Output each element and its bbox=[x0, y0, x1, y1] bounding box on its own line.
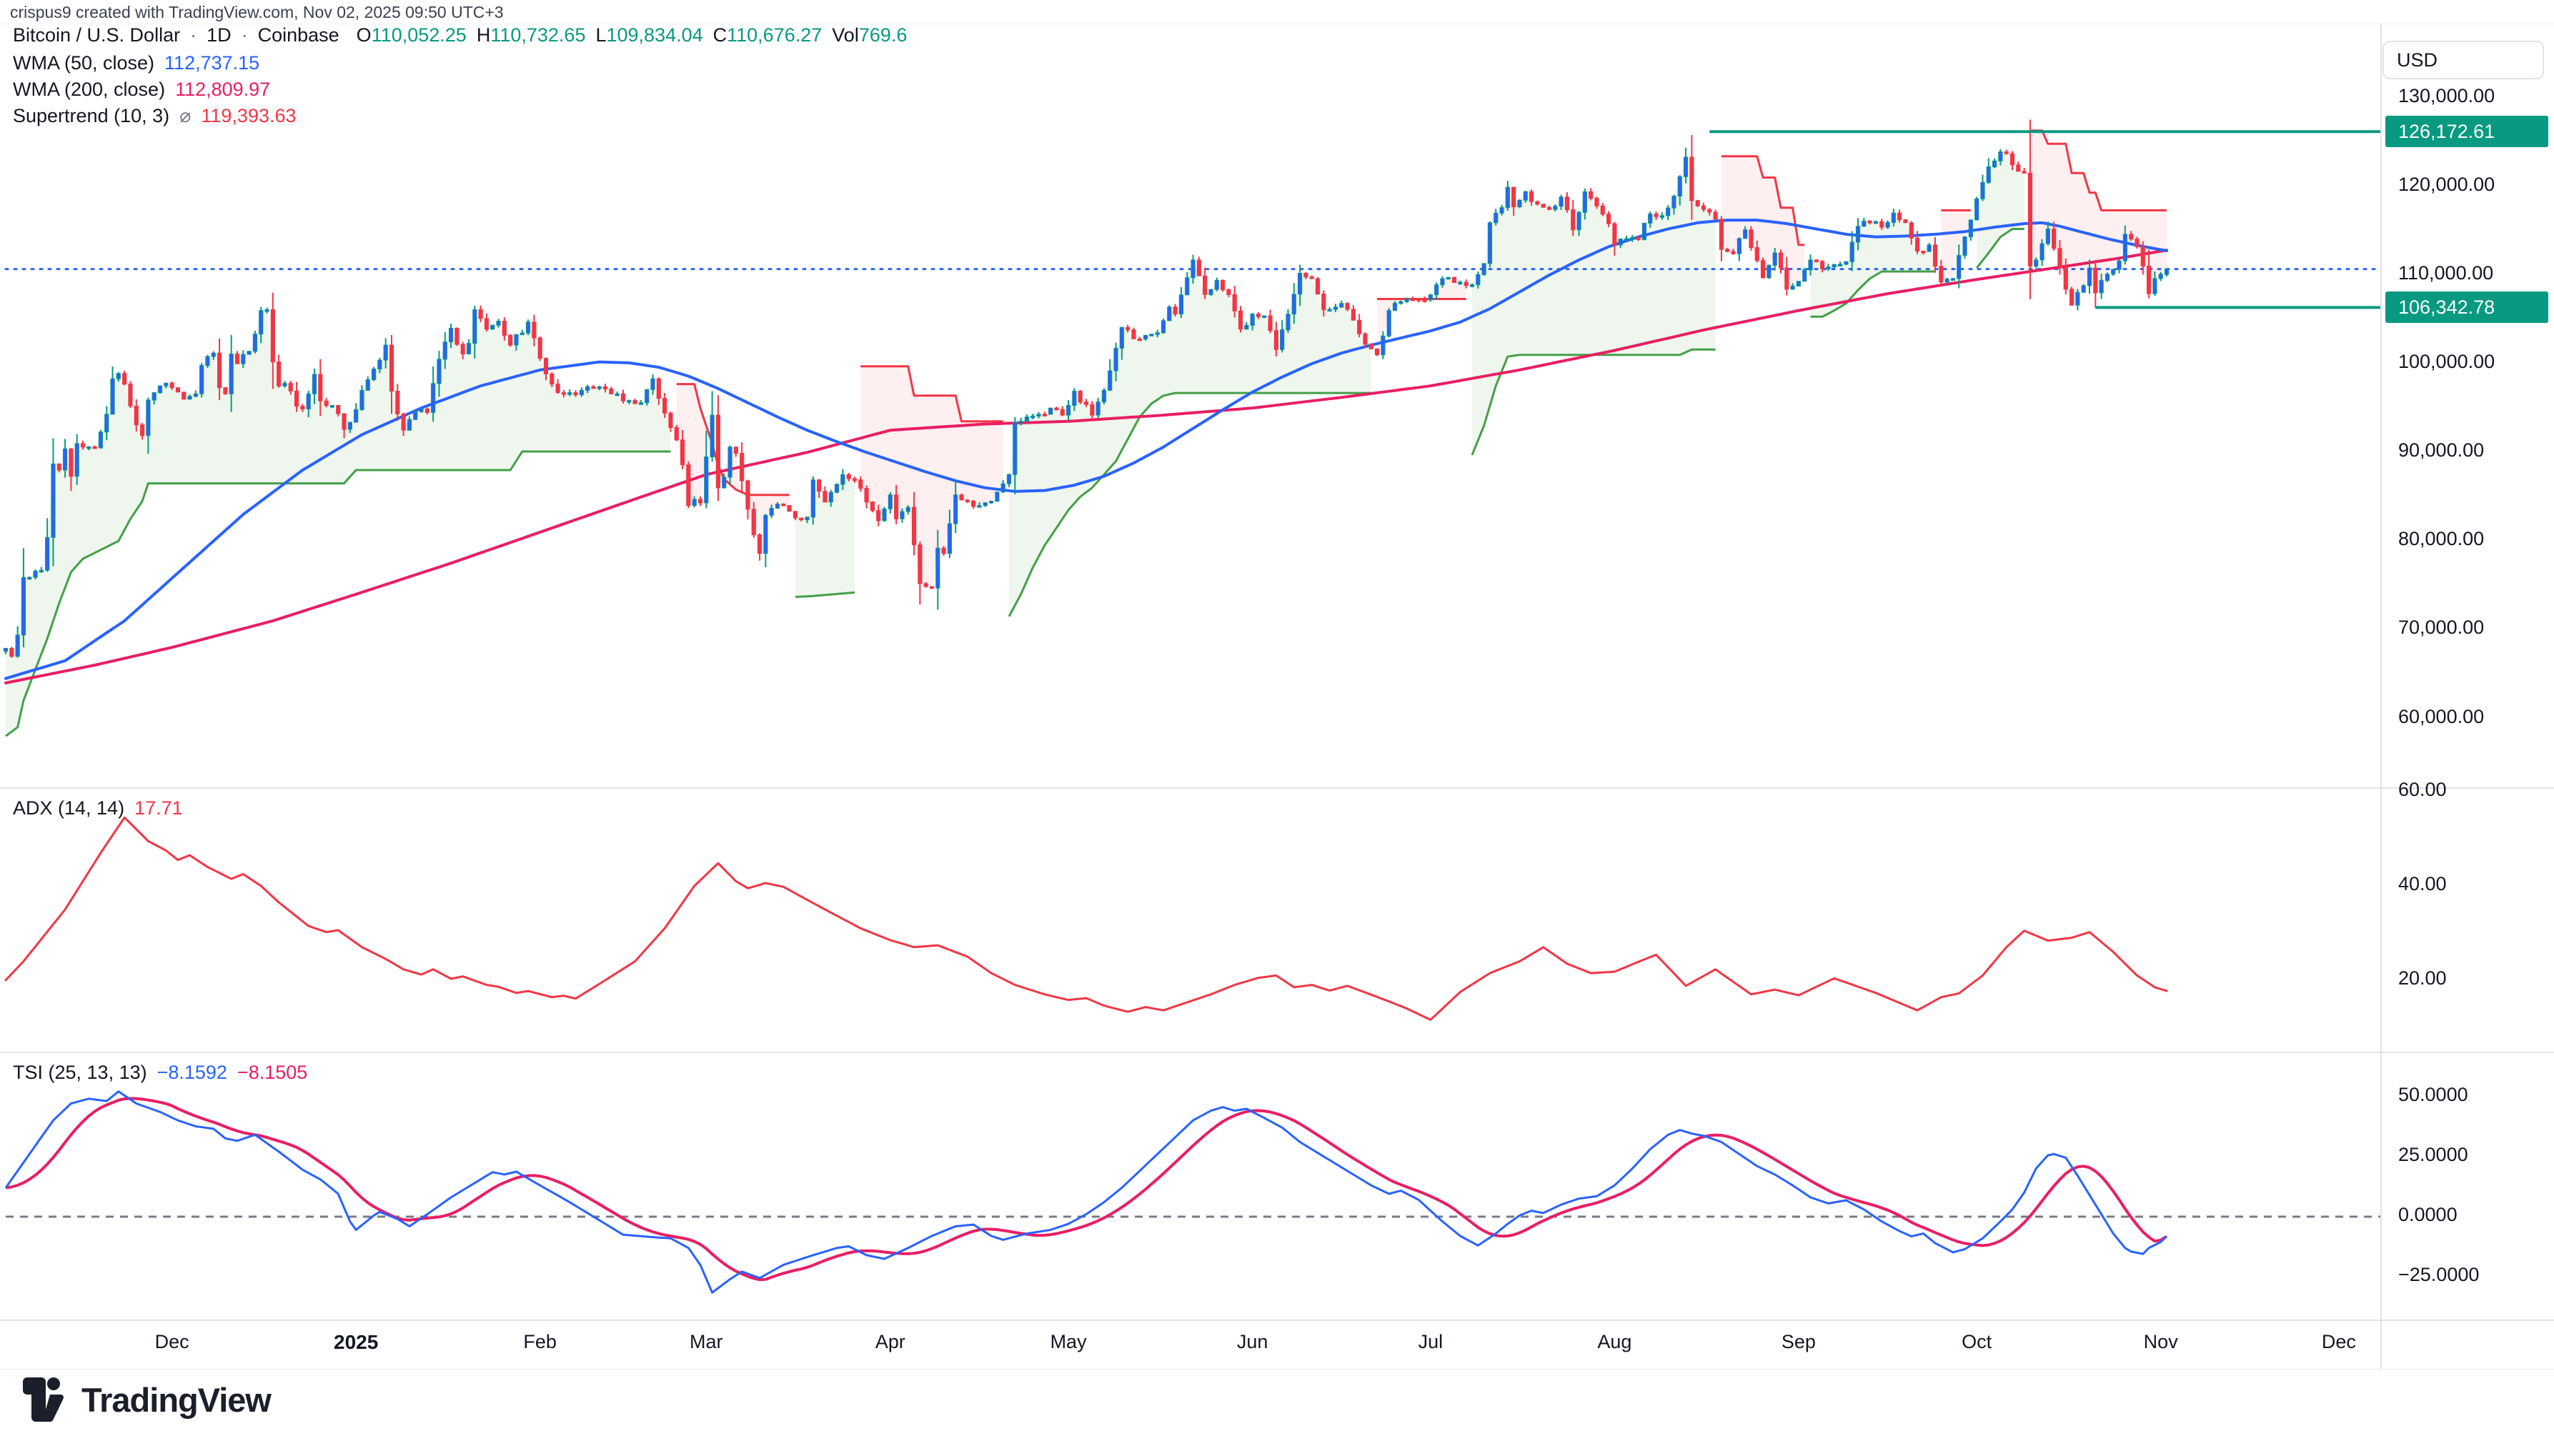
supertrend-line-up bbox=[795, 591, 855, 598]
price-chart-svg[interactable] bbox=[0, 24, 2554, 1370]
month-label-sep: Sep bbox=[1781, 1331, 1816, 1352]
wma50-value: 112,737.15 bbox=[164, 52, 260, 74]
header-bar: crispus9 created with TradingView.com, N… bbox=[0, 0, 2554, 23]
supertrend-fill-up bbox=[1009, 259, 1371, 617]
wma50-label: WMA (50, close) bbox=[13, 52, 155, 74]
month-label-dec: Dec bbox=[154, 1331, 189, 1352]
price-tick-label: 90,000.00 bbox=[2398, 439, 2485, 462]
supertrend-fill-down bbox=[1377, 277, 1466, 355]
supertrend-fill-up bbox=[1810, 213, 1935, 317]
symbol-title[interactable]: Bitcoin / U.S. Dollar bbox=[13, 24, 181, 46]
price-tick-label: 120,000.00 bbox=[2398, 173, 2495, 195]
month-label-aug: Aug bbox=[1597, 1331, 1632, 1352]
volume-value: 769.6 bbox=[858, 24, 908, 46]
supertrend-fill-down bbox=[1941, 210, 1971, 282]
tsi-label: TSI (25, 13, 13) bbox=[13, 1062, 147, 1083]
supertrend-legend-row[interactable]: Supertrend (10, 3) ⌀ 119,393.63 bbox=[13, 105, 297, 127]
wma50-legend-row[interactable]: WMA (50, close) 112,737.15 bbox=[13, 52, 259, 74]
close-label: C110,676.27 bbox=[712, 24, 823, 46]
supertrend-line-up bbox=[5, 450, 671, 737]
supertrend-line-down bbox=[860, 365, 1003, 423]
price-tick-label: 80,000.00 bbox=[2398, 528, 2485, 550]
wma200-value: 112,809.97 bbox=[175, 79, 271, 100]
month-label-feb: Feb bbox=[523, 1331, 557, 1352]
month-label-apr: Apr bbox=[875, 1331, 905, 1352]
supertrend-fill-down bbox=[1721, 156, 1805, 289]
close-value: 110,676.27 bbox=[727, 24, 823, 46]
adx-legend-row[interactable]: ADX (14, 14) 17.71 bbox=[13, 797, 183, 819]
tradingview-logo-icon bbox=[23, 1377, 64, 1422]
supertrend-line-up bbox=[1810, 270, 1935, 318]
tradingview-logo-text: TradingView bbox=[81, 1380, 272, 1419]
tsi-value: −8.1592 bbox=[156, 1062, 227, 1083]
high-value: 110,732.65 bbox=[490, 24, 586, 46]
price-level-badge: 106,342.78 bbox=[2385, 291, 2548, 324]
adx-tick-label: 60.00 bbox=[2398, 779, 2447, 800]
price-tick-label: 70,000.00 bbox=[2398, 617, 2485, 639]
separator-dot: · bbox=[241, 24, 248, 46]
supertrend-line-down bbox=[2029, 129, 2167, 211]
volume-label: Vol769.6 bbox=[832, 24, 908, 46]
adx-line bbox=[4, 816, 2168, 1021]
month-label-dec: Dec bbox=[2321, 1331, 2356, 1352]
adx-tick-label: 20.00 bbox=[2398, 967, 2447, 989]
supertrend-line-up bbox=[1471, 348, 1716, 456]
exchange-label[interactable]: Coinbase bbox=[257, 24, 339, 46]
supertrend-line-down bbox=[676, 383, 790, 497]
supertrend-fill-up bbox=[6, 309, 671, 737]
adx-pane[interactable] bbox=[4, 816, 2168, 1021]
price-tick-label: 100,000.00 bbox=[2398, 351, 2495, 373]
month-label-nov: Nov bbox=[2143, 1331, 2178, 1352]
adx-value: 17.71 bbox=[134, 797, 183, 819]
price-tick-label: 110,000.00 bbox=[2398, 262, 2494, 284]
open-label: O110,052.25 bbox=[356, 24, 467, 46]
supertrend-fill-down bbox=[860, 366, 1003, 589]
month-label-2025: 2025 bbox=[333, 1331, 379, 1353]
month-label-jul: Jul bbox=[1418, 1331, 1444, 1352]
month-label-jun: Jun bbox=[1236, 1331, 1268, 1352]
supertrend-label: Supertrend (10, 3) bbox=[13, 105, 170, 126]
tsi-pane[interactable] bbox=[4, 1090, 2381, 1294]
tradingview-logo[interactable]: TradingView bbox=[21, 1377, 272, 1422]
adx-tick-label: 40.00 bbox=[2398, 873, 2447, 894]
low-label: L109,834.04 bbox=[595, 24, 703, 46]
price-tick-label: 60,000.00 bbox=[2398, 705, 2485, 727]
tsi-tick-label: 0.0000 bbox=[2398, 1204, 2458, 1225]
symbol-legend-row[interactable]: Bitcoin / U.S. Dollar · 1D · Coinbase O1… bbox=[13, 24, 907, 46]
supertrend-fill-up bbox=[795, 474, 855, 597]
tsi-legend-row[interactable]: TSI (25, 13, 13) −8.1592 −8.1505 bbox=[13, 1062, 307, 1084]
supertrend-value: 119,393.63 bbox=[201, 105, 297, 126]
wma200-legend-row[interactable]: WMA (200, close) 112,809.97 bbox=[13, 79, 270, 101]
supertrend-fill-down bbox=[2029, 130, 2167, 306]
supertrend-line-up bbox=[1976, 228, 2024, 269]
supertrend-line-up bbox=[1008, 392, 1371, 617]
wma200-label: WMA (200, close) bbox=[13, 79, 166, 100]
tsi-line bbox=[4, 1090, 2168, 1294]
supertrend-line-down bbox=[1721, 155, 1805, 246]
tsi-tick-label: 50.0000 bbox=[2398, 1083, 2468, 1105]
wma50-line bbox=[4, 219, 2168, 680]
candles[interactable] bbox=[3, 119, 2170, 658]
price-tick-label: 130,000.00 bbox=[2398, 84, 2495, 106]
diameter-icon: ⌀ bbox=[179, 105, 192, 126]
tsi-signal-value: −8.1505 bbox=[237, 1062, 308, 1083]
open-value: 110,052.25 bbox=[371, 24, 467, 46]
month-label-oct: Oct bbox=[1962, 1331, 1992, 1352]
wma200-line bbox=[4, 249, 2168, 684]
low-value: 109,834.04 bbox=[606, 24, 703, 46]
chart-area[interactable]: Bitcoin / U.S. Dollar · 1D · Coinbase O1… bbox=[0, 24, 2554, 1370]
price-level-badge: 126,172.61 bbox=[2385, 116, 2548, 148]
main-pane[interactable] bbox=[3, 119, 2381, 737]
high-label: H110,732.65 bbox=[476, 24, 586, 46]
currency-toggle-button[interactable]: USD bbox=[2382, 41, 2544, 79]
tsi-tick-label: 25.0000 bbox=[2398, 1143, 2468, 1165]
adx-label: ADX (14, 14) bbox=[13, 797, 125, 819]
interval-label[interactable]: 1D bbox=[207, 24, 232, 46]
attribution-text: crispus9 created with TradingView.com, N… bbox=[10, 3, 504, 21]
tsi-tick-label: −25.0000 bbox=[2398, 1264, 2480, 1286]
separator-dot: · bbox=[190, 24, 197, 46]
month-label-mar: Mar bbox=[690, 1331, 723, 1352]
tsi-signal-line bbox=[5, 1097, 2168, 1282]
month-label-may: May bbox=[1050, 1331, 1087, 1352]
